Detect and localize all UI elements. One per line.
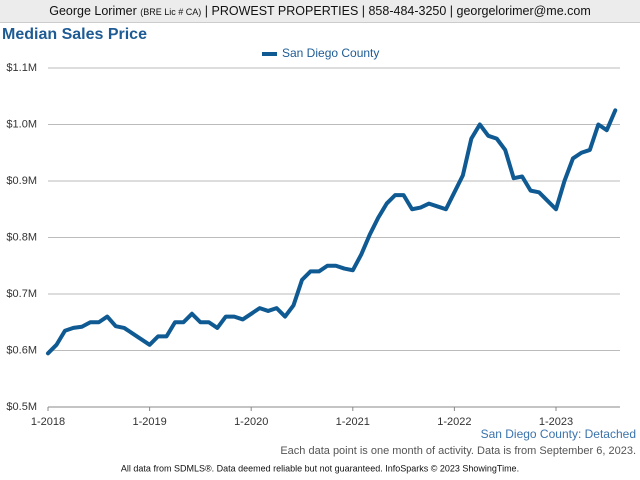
- y-tick-label: $0.6M: [6, 344, 37, 356]
- legend-label: San Diego County: [282, 46, 379, 60]
- x-tick-label: 1-2023: [539, 416, 573, 428]
- y-tick-label: $1.0M: [6, 118, 37, 130]
- x-tick-label: 1-2020: [234, 416, 268, 428]
- footer: All data from SDMLS®. Data deemed reliab…: [121, 463, 519, 473]
- agent-details: | PROWEST PROPERTIES | 858-484-3250 | ge…: [204, 4, 591, 18]
- note: Each data point is one month of activity…: [280, 445, 636, 457]
- y-tick-label: $0.5M: [6, 401, 37, 413]
- subtitle: San Diego County: Detached: [481, 427, 636, 441]
- y-tick-label: $1.1M: [6, 62, 37, 74]
- header: George Lorimer (BRE Lic # CA) | PROWEST …: [0, 0, 640, 23]
- y-tick-label: $0.8M: [6, 231, 37, 243]
- x-tick-label: 1-2021: [336, 416, 370, 428]
- y-tick-label: $0.7M: [6, 288, 37, 300]
- x-tick-label: 1-2022: [437, 416, 471, 428]
- chart-title: Median Sales Price: [2, 26, 147, 43]
- x-tick-label: 1-2019: [132, 416, 166, 428]
- y-tick-label: $0.9M: [6, 175, 37, 187]
- license: (BRE Lic # CA): [140, 7, 202, 17]
- series-line: [46, 108, 618, 356]
- x-tick-label: 1-2018: [31, 416, 65, 428]
- agent-name: George Lorimer: [49, 4, 137, 18]
